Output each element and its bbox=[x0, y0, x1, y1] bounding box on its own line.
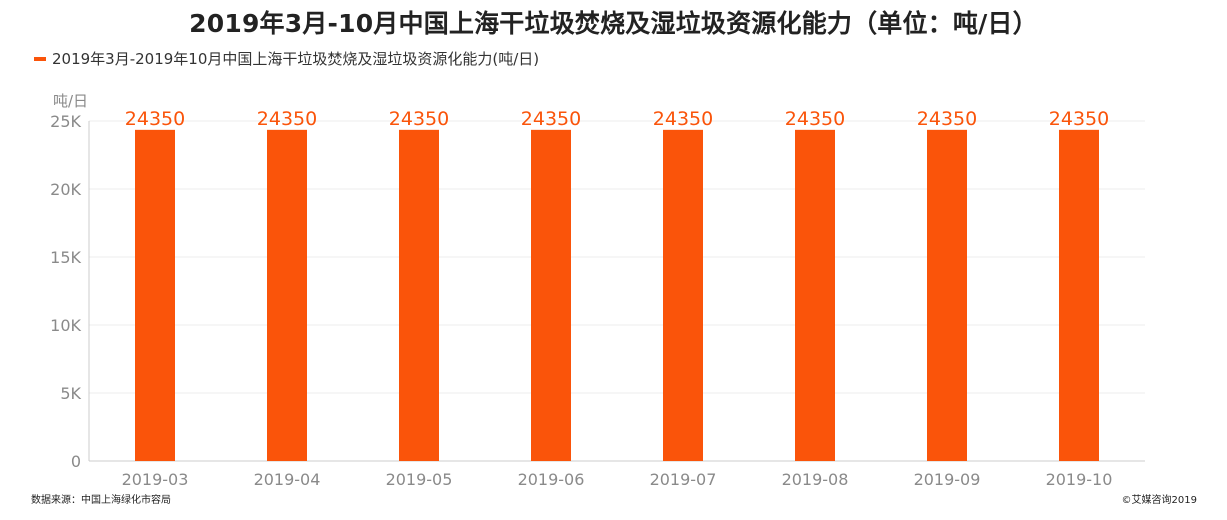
data-label: 24350 bbox=[521, 108, 581, 130]
bar bbox=[795, 129, 835, 461]
x-tick-label: 2019-06 bbox=[518, 470, 585, 489]
data-label: 24350 bbox=[1049, 108, 1109, 130]
data-label: 24350 bbox=[389, 108, 449, 130]
data-label: 24350 bbox=[785, 108, 845, 130]
bar bbox=[399, 129, 439, 461]
legend: 2019年3月-2019年10月中国上海干垃圾焚烧及湿垃圾资源化能力(吨/日) bbox=[34, 48, 539, 69]
chart-title: 2019年3月-10月中国上海干垃圾焚烧及湿垃圾资源化能力（单位：吨/日） bbox=[189, 9, 1038, 38]
y-tick-label: 20K bbox=[50, 180, 81, 199]
x-tick-label: 2019-09 bbox=[914, 470, 981, 489]
x-tick-label: 2019-05 bbox=[386, 470, 453, 489]
x-tick-label: 2019-03 bbox=[122, 470, 189, 489]
x-tick-label: 2019-07 bbox=[650, 470, 717, 489]
y-axis-label: 吨/日 bbox=[53, 92, 88, 110]
data-label: 24350 bbox=[257, 108, 317, 130]
x-tick-label: 2019-08 bbox=[782, 470, 849, 489]
bar bbox=[663, 129, 703, 461]
bar bbox=[135, 129, 175, 461]
y-tick-label: 15K bbox=[50, 248, 81, 267]
x-tick-label: 2019-10 bbox=[1046, 470, 1113, 489]
data-source: 数据来源：中国上海绿化市容局 bbox=[31, 495, 171, 506]
y-tick-label: 5K bbox=[60, 384, 81, 403]
bar bbox=[267, 129, 307, 461]
data-label: 24350 bbox=[125, 108, 185, 130]
x-tick-label: 2019-04 bbox=[254, 470, 321, 489]
copyright: ©艾媒咨询2019 bbox=[1121, 495, 1197, 506]
bar bbox=[531, 129, 571, 461]
bar bbox=[1059, 129, 1099, 461]
data-label: 24350 bbox=[653, 108, 713, 130]
y-tick-label: 0 bbox=[71, 452, 81, 471]
y-tick-label: 10K bbox=[50, 316, 81, 335]
bar bbox=[927, 129, 967, 461]
legend-label: 2019年3月-2019年10月中国上海干垃圾焚烧及湿垃圾资源化能力(吨/日) bbox=[52, 50, 540, 68]
legend-swatch bbox=[34, 56, 46, 61]
y-tick-label: 25K bbox=[50, 112, 81, 131]
data-label: 24350 bbox=[917, 108, 977, 130]
